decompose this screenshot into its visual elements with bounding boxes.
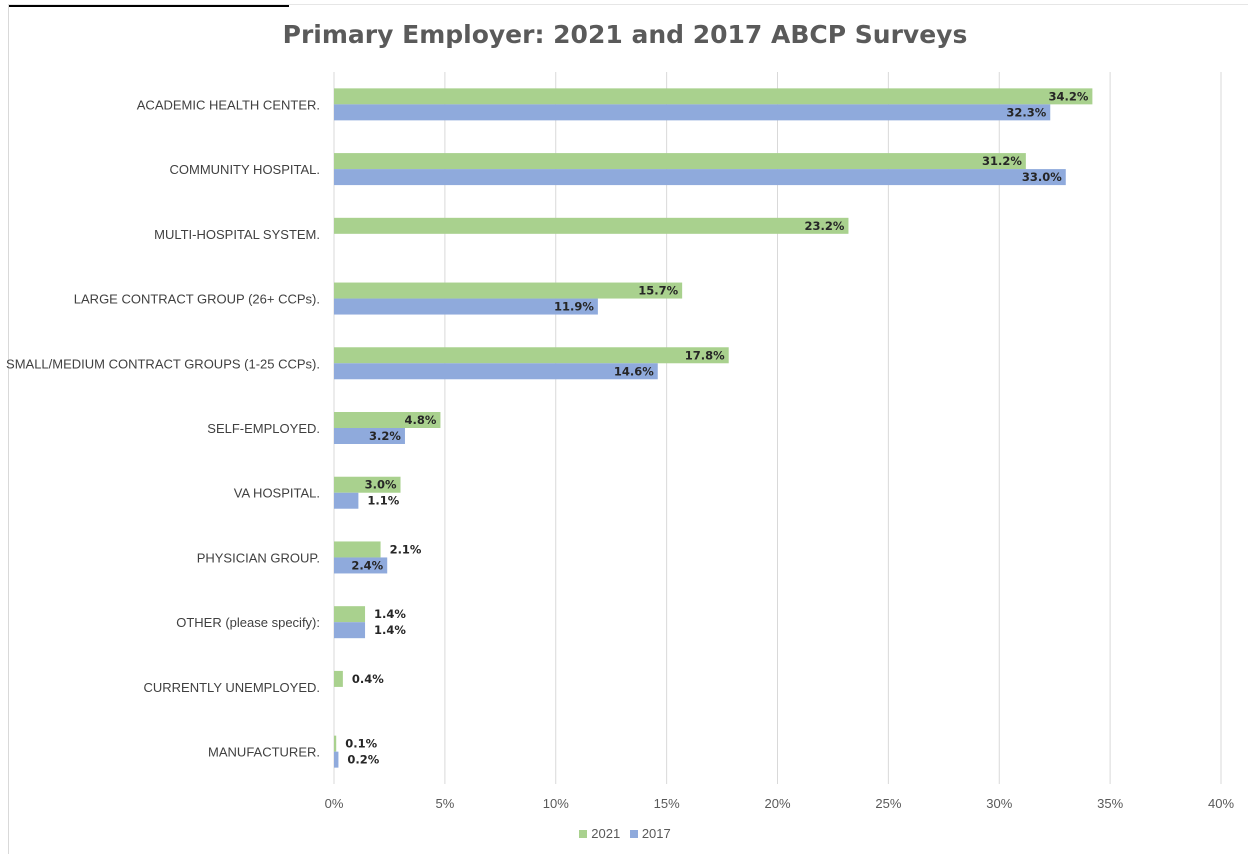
legend-label-2021: 2021 — [591, 826, 621, 841]
bar-2017 — [334, 363, 658, 380]
data-label-2021: 0.1% — [345, 737, 377, 751]
data-label-2017: 32.3% — [1006, 105, 1046, 119]
category-label: COMMUNITY HOSPITAL. — [170, 162, 320, 177]
data-label-2021: 0.4% — [352, 672, 384, 686]
legend-swatch-2017 — [629, 830, 638, 838]
x-tick-label: 0% — [325, 796, 344, 811]
x-tick-label: 15% — [654, 796, 680, 811]
data-label-2017: 1.4% — [374, 623, 406, 637]
category-labels: ACADEMIC HEALTH CENTER. COMMUNITY HOSPITA… — [6, 97, 320, 759]
legend-item-2021: 2021 — [579, 826, 620, 841]
x-tick-label: 35% — [1097, 796, 1123, 811]
data-label-2021: 31.2% — [982, 154, 1022, 168]
bar-2017 — [334, 622, 366, 639]
category-label: PHYSICIAN GROUP. — [197, 550, 320, 565]
category-label: ACADEMIC HEALTH CENTER. — [137, 97, 320, 112]
data-label-2021: 23.2% — [805, 219, 845, 233]
bar-2017 — [334, 169, 1066, 186]
bar-2017 — [334, 751, 339, 768]
top-left-rule — [9, 5, 289, 7]
legend-label-2017: 2017 — [641, 826, 671, 841]
data-label-2021: 3.0% — [365, 478, 397, 492]
bar-2021 — [334, 412, 441, 428]
bar-2021 — [334, 670, 343, 687]
category-label: LARGE CONTRACT GROUP (26+ CCPs). — [74, 292, 320, 307]
bar-2021 — [334, 735, 337, 752]
bar-2017 — [334, 104, 1051, 121]
bar-2021 — [334, 153, 1026, 170]
category-label: OTHER (please specify): — [176, 615, 320, 630]
bar-2021 — [334, 347, 729, 364]
chart-frame — [8, 4, 1248, 854]
bar-2017 — [334, 557, 388, 574]
x-tick-labels: 0% 5% 10% 15% 20% 25% 30% 35% 40% — [325, 796, 1235, 811]
legend-swatch-2021 — [579, 830, 588, 838]
x-tick-label: 20% — [764, 796, 790, 811]
data-label-2017: 3.2% — [369, 429, 401, 443]
data-label-2021: 17.8% — [685, 348, 725, 362]
data-label-2021: 34.2% — [1048, 89, 1088, 103]
category-label: SMALL/MEDIUM CONTRACT GROUPS (1-25 CCPs)… — [6, 356, 320, 371]
x-tick-label: 25% — [875, 796, 901, 811]
data-label-2017: 0.2% — [347, 753, 379, 767]
data-label-2017: 2.4% — [351, 558, 383, 572]
legend-item-2017: 2017 — [629, 826, 671, 841]
bar-2021 — [334, 217, 849, 234]
data-label-2017: 11.9% — [554, 300, 594, 314]
bar-2021 — [334, 88, 1093, 105]
x-tick-label: 30% — [986, 796, 1012, 811]
bar-2017 — [334, 492, 359, 509]
category-label: MANUFACTURER. — [208, 745, 320, 760]
x-tick-label: 5% — [435, 796, 454, 811]
bar-2021 — [334, 476, 401, 493]
bars — [334, 88, 1093, 768]
data-label-2021: 4.8% — [405, 413, 437, 427]
chart-title: Primary Employer: 2021 and 2017 ABCP Sur… — [282, 20, 968, 49]
data-label-2017: 33.0% — [1022, 170, 1062, 184]
bar-2021 — [334, 282, 683, 299]
data-label-2021: 2.1% — [390, 542, 422, 556]
data-label-2021: 15.7% — [638, 284, 678, 298]
bar-2021 — [334, 541, 381, 558]
category-label: CURRENTLY UNEMPLOYED. — [144, 680, 321, 695]
category-label: VA HOSPITAL. — [234, 486, 320, 501]
data-label-2021: 1.4% — [374, 607, 406, 621]
bar-2017 — [334, 298, 598, 315]
x-tick-label: 10% — [543, 796, 569, 811]
data-label-2017: 1.1% — [367, 494, 399, 508]
bar-2021 — [334, 606, 366, 623]
x-tick-label: 40% — [1208, 796, 1234, 811]
legend: 2021 2017 — [0, 826, 1250, 841]
category-label: SELF-EMPLOYED. — [207, 421, 320, 436]
data-labels: 34.2%32.3% 31.2%33.0% 23.2% 15.7% 11.9% 17.8%… — [345, 89, 1089, 766]
bar-2017 — [334, 428, 405, 444]
data-label-2017: 14.6% — [614, 364, 654, 378]
category-label: MULTI-HOSPITAL SYSTEM. — [154, 227, 320, 242]
